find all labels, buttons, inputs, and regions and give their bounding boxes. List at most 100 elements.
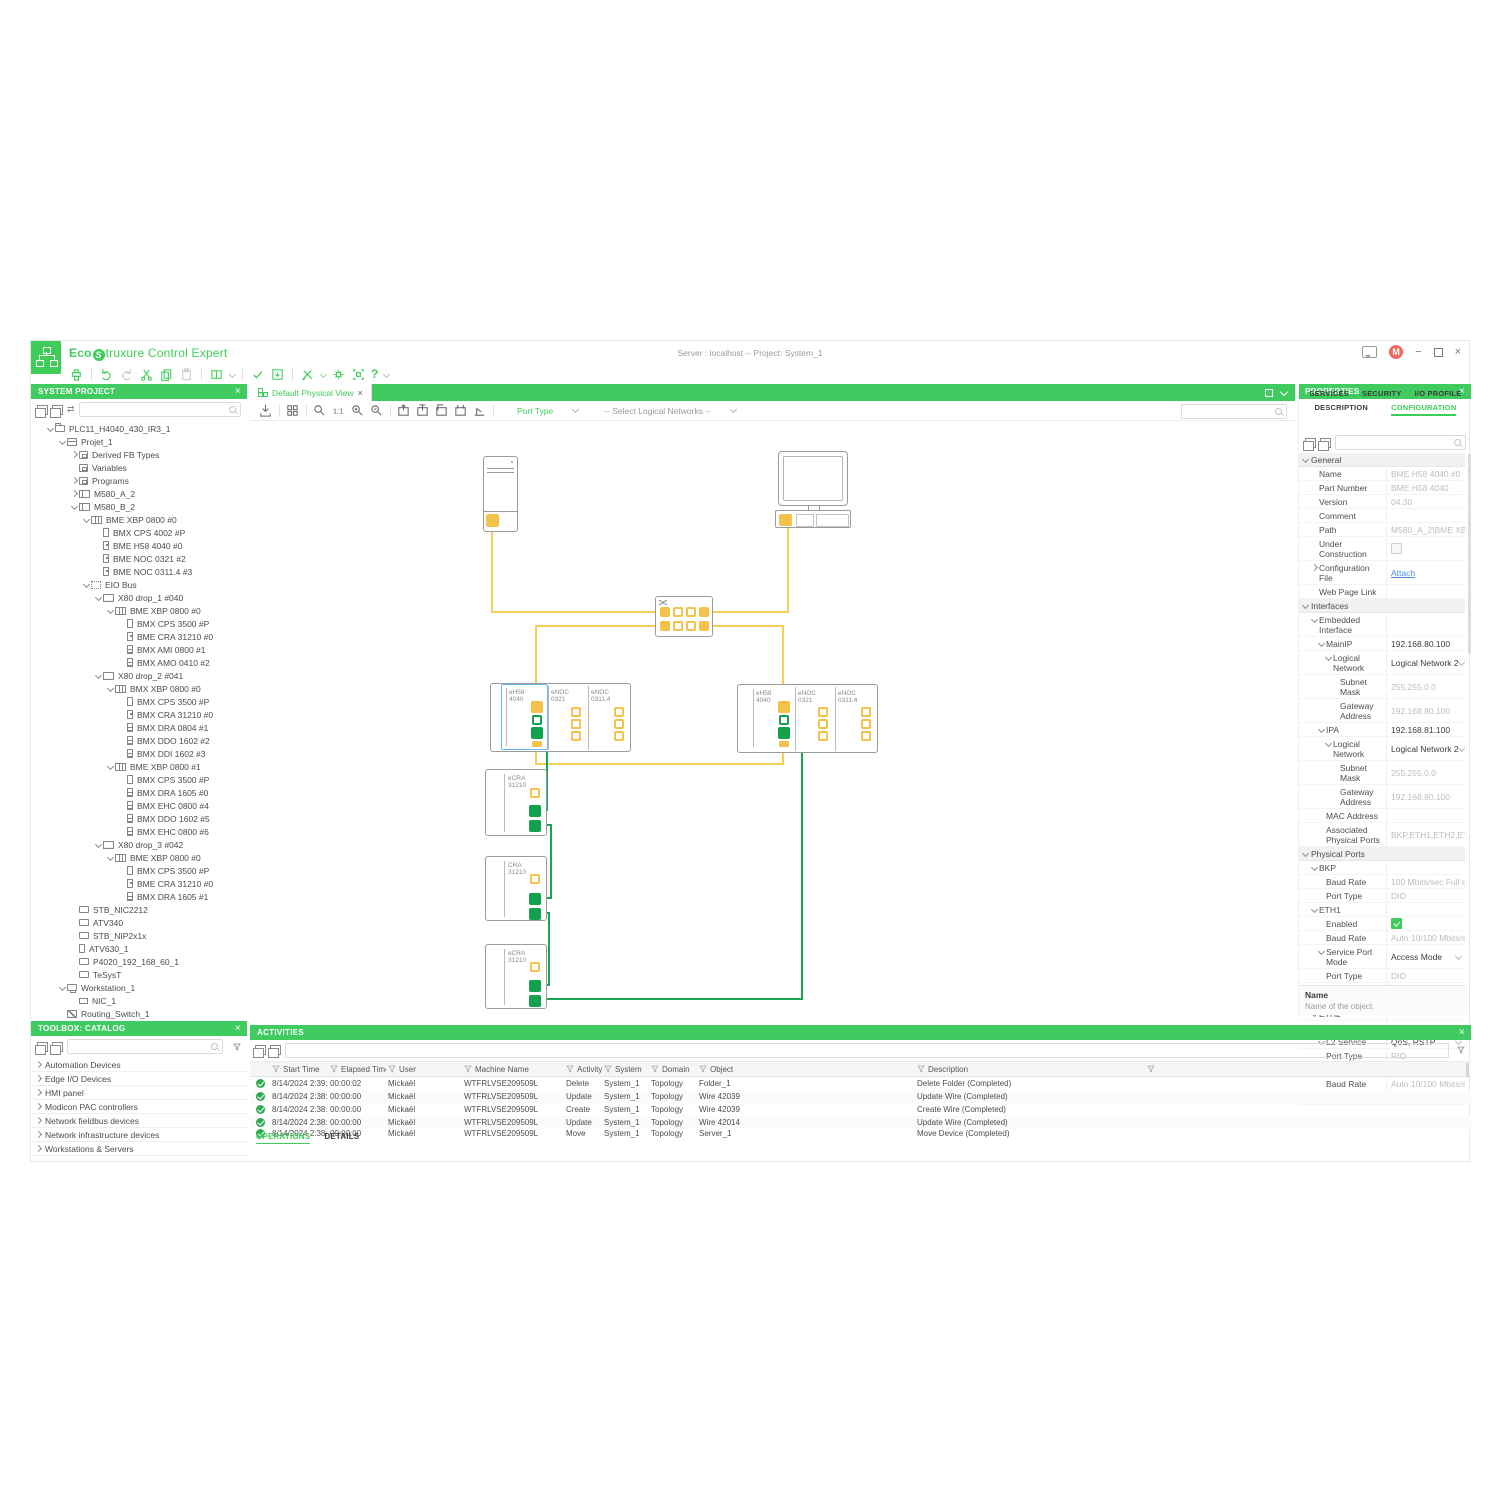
- chevron-down-icon[interactable]: [1457, 658, 1465, 667]
- activities-close-icon[interactable]: ×: [1458, 1027, 1465, 1038]
- tree-item[interactable]: NIC_1: [31, 994, 247, 1007]
- toolbox-category[interactable]: Edge I/O Devices: [31, 1072, 247, 1086]
- rack1-enoc-port[interactable]: [571, 719, 581, 729]
- toolbox-expand-icon[interactable]: [35, 1041, 48, 1055]
- tree-item[interactable]: BMX AMI 0800 #1: [31, 643, 247, 656]
- rack2-enoc-port[interactable]: [818, 731, 828, 741]
- tree-item[interactable]: P4020_192_168_60_1: [31, 955, 247, 968]
- tree-chevron-icon[interactable]: [93, 840, 103, 849]
- column-header[interactable]: Description: [915, 1065, 1145, 1074]
- drop3-port-green1[interactable]: [529, 980, 541, 992]
- help-chevron-icon[interactable]: [383, 370, 391, 378]
- properties-search-input[interactable]: [1335, 435, 1466, 450]
- drop3-port-yellow[interactable]: [530, 962, 540, 972]
- export-image-icon[interactable]: [396, 403, 411, 418]
- settings-gear-icon[interactable]: [331, 367, 346, 382]
- tab-list-icon[interactable]: [1265, 389, 1273, 397]
- cut-icon[interactable]: [139, 367, 154, 382]
- switch-port[interactable]: [699, 607, 709, 617]
- column-filter-icon[interactable]: [651, 1065, 659, 1073]
- canvas-search-input[interactable]: [1181, 404, 1287, 419]
- prop-collapse-icon[interactable]: [1318, 437, 1331, 451]
- close-button[interactable]: ×: [1454, 346, 1461, 358]
- property-group-physical-ports[interactable]: Physical Ports: [1299, 847, 1465, 861]
- rack1-enoc-port[interactable]: [571, 707, 581, 717]
- tree-chevron-icon[interactable]: [57, 983, 67, 992]
- tree-item[interactable]: BMX DDO 1602 #5: [31, 812, 247, 825]
- column-header[interactable]: System: [602, 1065, 649, 1074]
- toolbox-category[interactable]: HMI panel: [31, 1086, 247, 1100]
- drop3-port-green2[interactable]: [529, 995, 541, 1007]
- export-pdf-icon[interactable]: [415, 403, 430, 418]
- column-header[interactable]: Elapsed Time: [328, 1065, 386, 1074]
- tree-item[interactable]: TeSysT: [31, 968, 247, 981]
- tree-chevron-icon[interactable]: [1317, 725, 1326, 733]
- tree-item[interactable]: BMX EHC 0800 #6: [31, 825, 247, 838]
- tree-item[interactable]: BME CRA 31210 #0: [31, 877, 247, 890]
- workstation-base[interactable]: [775, 510, 851, 528]
- rack2-enoc-port[interactable]: [818, 707, 828, 717]
- tab-operations[interactable]: OPERATIONS: [256, 1132, 311, 1144]
- column-filter-icon[interactable]: [464, 1065, 472, 1073]
- tree-chevron-icon[interactable]: [93, 593, 103, 602]
- tree-item[interactable]: X80 drop_3 #042: [31, 838, 247, 851]
- tree-chevron-icon[interactable]: [1310, 863, 1319, 871]
- tree-chevron-icon[interactable]: [57, 437, 67, 446]
- search-zoom-icon[interactable]: [312, 403, 327, 418]
- tree-item[interactable]: BMX CPS 3500 #P: [31, 617, 247, 630]
- tree-chevron-icon[interactable]: [105, 853, 115, 862]
- rack2-port-green-free[interactable]: [779, 715, 789, 725]
- tree-item[interactable]: BME NOC 0321 #2: [31, 552, 247, 565]
- tree-item[interactable]: BME CRA 31210 #0: [31, 630, 247, 643]
- attach-link[interactable]: Attach: [1391, 567, 1416, 578]
- property-value[interactable]: [1387, 543, 1465, 554]
- chat-icon[interactable]: [1362, 346, 1378, 358]
- activities-collapse-icon[interactable]: [268, 1045, 281, 1058]
- tree-chevron-icon[interactable]: [1310, 615, 1319, 623]
- paste-icon[interactable]: [179, 367, 194, 382]
- toolbox-filter-icon[interactable]: [233, 1043, 241, 1051]
- rack2-enoc-port[interactable]: [861, 719, 871, 729]
- rack1-enoc-port[interactable]: [614, 731, 624, 741]
- drop2-port-yellow[interactable]: [530, 874, 540, 884]
- column-header[interactable]: User: [386, 1065, 462, 1074]
- activity-row[interactable]: 8/14/2024 2:38:29 PM00:00:00 Mickaël WTFRL…: [250, 1103, 1471, 1116]
- tree-item[interactable]: BMX DRA 1605 #1: [31, 890, 247, 903]
- switch-port[interactable]: [673, 607, 683, 617]
- drop1-ecra[interactable]: eCRA 31210: [485, 769, 547, 836]
- tree-chevron-icon[interactable]: [69, 489, 79, 498]
- copy-icon[interactable]: [159, 367, 174, 382]
- tree-chevron-icon[interactable]: [31, 1088, 45, 1097]
- tools-icon[interactable]: [300, 367, 315, 382]
- tab-io-profile[interactable]: I/O PROFILE: [1414, 389, 1462, 398]
- column-filter-icon[interactable]: [1147, 1065, 1155, 1073]
- tree-chevron-icon[interactable]: [105, 606, 115, 615]
- tree-item[interactable]: BMX CPS 4002 #P: [31, 526, 247, 539]
- tree-chevron-icon[interactable]: [31, 1060, 45, 1069]
- help-icon[interactable]: ?: [371, 367, 379, 381]
- tree-chevron-icon[interactable]: [69, 450, 79, 459]
- column-filter-icon[interactable]: [330, 1065, 338, 1073]
- workstation-monitor[interactable]: [778, 451, 848, 506]
- collapse-all-icon[interactable]: [50, 404, 63, 418]
- column-filter-icon[interactable]: [699, 1065, 707, 1073]
- checkbox-unchecked[interactable]: [1391, 543, 1402, 554]
- drop1-port-yellow[interactable]: [530, 788, 540, 798]
- tree-chevron-icon[interactable]: [105, 684, 115, 693]
- tree-item[interactable]: BME NOC 0311.4 #3: [31, 565, 247, 578]
- tree-chevron-icon[interactable]: [1299, 601, 1311, 610]
- property-value[interactable]: Attach: [1387, 568, 1465, 578]
- column-header[interactable]: Start Time: [270, 1065, 328, 1074]
- column-filter-icon[interactable]: [566, 1065, 574, 1073]
- tree-chevron-icon[interactable]: [31, 1116, 45, 1125]
- export-print-icon[interactable]: [453, 403, 468, 418]
- column-filter-icon[interactable]: [272, 1065, 280, 1073]
- switch-port[interactable]: [660, 607, 670, 617]
- project-search-input[interactable]: [78, 402, 241, 417]
- tree-item[interactable]: BMX DRA 1605 #0: [31, 786, 247, 799]
- tree-item[interactable]: M580_B_2: [31, 500, 247, 513]
- switch-port[interactable]: [686, 621, 696, 631]
- activities-expand-icon[interactable]: [253, 1045, 266, 1058]
- switch-port[interactable]: [699, 621, 709, 631]
- switch-port[interactable]: [660, 621, 670, 631]
